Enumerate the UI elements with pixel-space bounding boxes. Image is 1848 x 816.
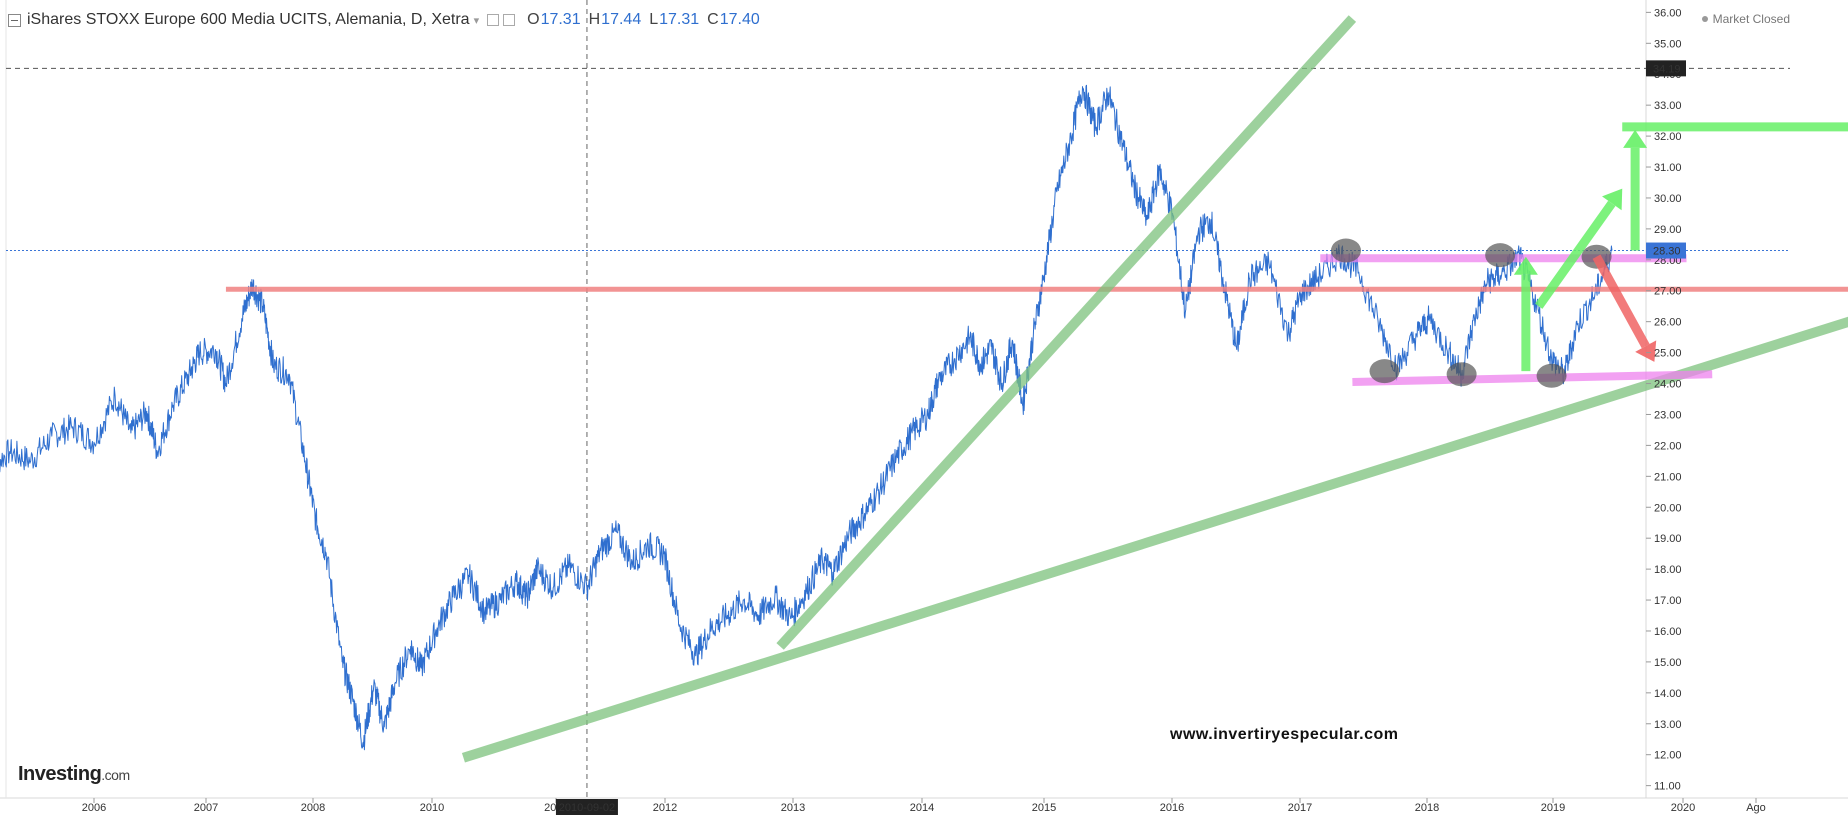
high-label: H xyxy=(588,11,601,28)
market-status: Market Closed xyxy=(1701,12,1790,26)
x-tick-label: 2008 xyxy=(301,802,325,814)
pivot-marker-2 xyxy=(1485,243,1516,268)
y-tick-label: 31.00 xyxy=(1654,162,1682,174)
y-tick-label: 13.00 xyxy=(1654,719,1682,731)
x-tick-label: 2007 xyxy=(194,802,218,814)
arrow-up-2 xyxy=(1535,188,1623,309)
arrow-up-1-head xyxy=(1513,256,1538,275)
price-line xyxy=(0,84,1613,751)
y-tick-label: 27.00 xyxy=(1654,286,1682,298)
x-tick-label: 2018 xyxy=(1415,802,1439,814)
y-tick-label: 35.00 xyxy=(1654,38,1682,50)
trendline-2 xyxy=(776,15,1357,650)
close-value: 17.40 xyxy=(719,11,760,28)
logo-suffix: .com xyxy=(101,767,130,783)
grid xyxy=(0,0,1848,799)
pivot-marker-4 xyxy=(1446,362,1477,387)
x-tick-label: 2017 xyxy=(1288,802,1312,814)
y-tick-label: 24.00 xyxy=(1654,379,1682,391)
y-tick-label: 20.00 xyxy=(1654,502,1682,514)
market-status-label: Market Closed xyxy=(1712,12,1790,26)
x-tick-label: 2016 xyxy=(1160,802,1184,814)
collapse-toggle-icon[interactable] xyxy=(8,13,21,27)
arrow-up-4 xyxy=(1622,122,1848,132)
instrument-title: iShares STOXX Europe 600 Media UCITS, Al… xyxy=(27,11,470,28)
x-tick-label: 2019 xyxy=(1541,802,1565,814)
y-tick-label: 16.00 xyxy=(1654,626,1682,638)
x-tick-label: 2012 xyxy=(653,802,677,814)
settings-icon[interactable] xyxy=(487,14,500,26)
x-tick-label: 2015 xyxy=(1032,802,1056,814)
arrow-up-1 xyxy=(1513,256,1538,372)
low-value: 17.31 xyxy=(659,11,700,28)
x-tick-label: 2020 xyxy=(1671,802,1695,814)
y-tick-label: 22.00 xyxy=(1654,440,1682,452)
open-value: 17.31 xyxy=(540,11,581,28)
drawing-annotations xyxy=(225,15,1848,763)
y-tick-label: 23.00 xyxy=(1654,409,1682,421)
chevron-down-icon[interactable]: ▾ xyxy=(473,14,480,27)
x-tick-label: 2014 xyxy=(910,802,934,814)
x-tick-label: Ago xyxy=(1746,802,1766,814)
y-tick-label: 15.00 xyxy=(1654,657,1682,669)
y-tick-label: 19.00 xyxy=(1654,533,1682,545)
pivot-marker-1 xyxy=(1330,238,1361,263)
arrow-down-1-shaft xyxy=(1592,254,1650,349)
watermark-url: www.invertiryespecular.com xyxy=(1170,726,1399,743)
dashed-level-label-bg xyxy=(1646,60,1686,77)
y-tick-label: 30.00 xyxy=(1654,193,1682,205)
y-tick-label: 32.00 xyxy=(1654,131,1682,143)
arrow-up-3 xyxy=(1623,129,1648,251)
axes: 11.00 12.00 13.00 14.00 15.00 16.00 17.00 18.00… xyxy=(82,7,1766,815)
y-tick-label: 33.00 xyxy=(1654,100,1682,112)
y-tick-label: 17.00 xyxy=(1654,595,1682,607)
low-label: L xyxy=(649,11,659,28)
x-tick-label: 2006 xyxy=(82,802,106,814)
series-layer xyxy=(0,84,1613,751)
arrow-down-1-head xyxy=(1635,340,1657,362)
pivot-marker-3 xyxy=(1369,359,1400,384)
arrow-down-1 xyxy=(1592,254,1657,362)
crosshair-date-label: 2010-09-02 xyxy=(559,802,615,814)
eye-icon[interactable] xyxy=(503,14,516,26)
y-tick-label: 29.00 xyxy=(1654,224,1682,236)
high-value: 17.44 xyxy=(601,11,642,28)
current-price-label: 28.30 xyxy=(1653,246,1681,258)
logo-main: Investing xyxy=(18,763,102,785)
current-price-label-bg xyxy=(1646,242,1686,259)
chart-header: iShares STOXX Europe 600 Media UCITS, Al… xyxy=(8,8,760,32)
y-tick-label: 21.00 xyxy=(1654,471,1682,483)
range-band-2 xyxy=(1352,370,1713,386)
arrow-up-3-head xyxy=(1623,129,1648,148)
x-tick-label: 2013 xyxy=(781,802,805,814)
arrow-up-2-shaft xyxy=(1535,200,1616,309)
investing-logo: Investing.com xyxy=(18,763,130,786)
price-levels xyxy=(6,67,1790,252)
y-tick-label: 26.00 xyxy=(1654,317,1682,329)
y-tick-label: 11.00 xyxy=(1654,781,1681,793)
y-tick-label: 25.00 xyxy=(1654,348,1682,360)
x-tick-label: 2010 xyxy=(420,802,444,814)
y-tick-label: 18.00 xyxy=(1654,564,1682,576)
crosshair-date-bg xyxy=(555,799,618,815)
close-label: C xyxy=(707,11,719,28)
y-tick-label: 36.00 xyxy=(1654,7,1682,19)
y-tick-label: 12.00 xyxy=(1654,750,1682,762)
y-tick-label: 14.00 xyxy=(1654,688,1682,700)
dashed-level-label: 34.19 xyxy=(1653,63,1681,75)
pivot-marker-5 xyxy=(1536,363,1567,388)
status-dot-icon xyxy=(1701,16,1708,22)
arrow-up-2-head xyxy=(1602,188,1623,211)
open-label: O xyxy=(527,11,540,28)
